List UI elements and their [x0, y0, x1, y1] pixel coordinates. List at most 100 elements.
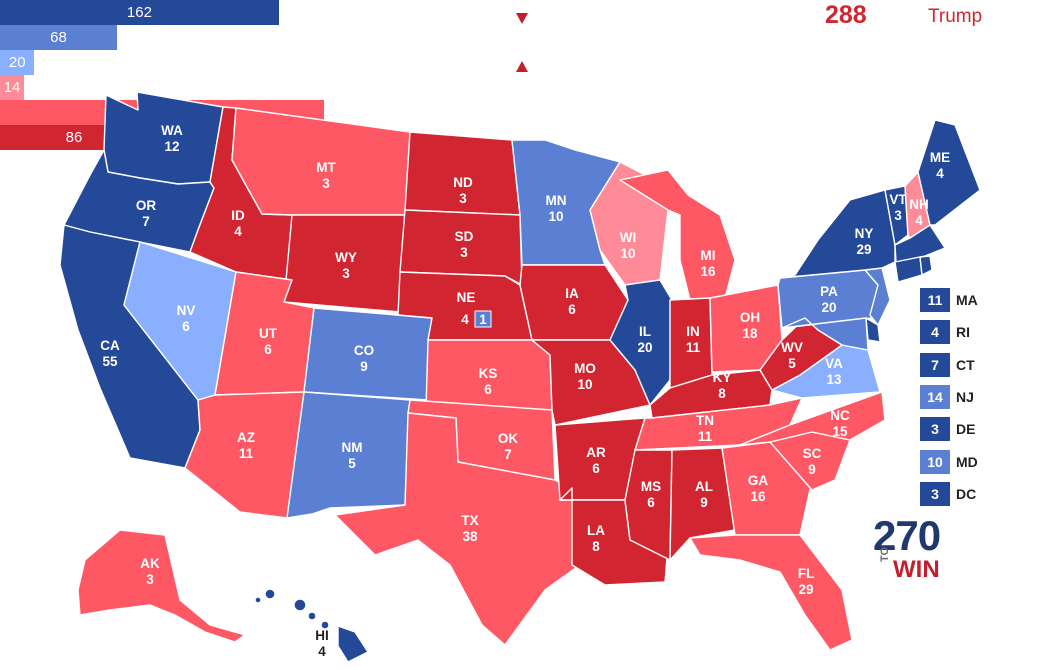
small-state-ct[interactable]: 7 CT [920, 352, 1030, 377]
state-abbr-nh: NH [909, 197, 929, 212]
ev-segment-label: 20 [8, 54, 26, 71]
state-abbr-ca: CA [100, 338, 120, 353]
state-ms[interactable] [624, 449, 673, 561]
state-abbr-id: ID [231, 208, 245, 223]
state-abbr-ok: OK [498, 431, 519, 446]
small-state-ev-box: 14 [920, 384, 950, 409]
small-state-abbr: DC [956, 485, 977, 502]
state-ak[interactable] [77, 529, 246, 643]
state-ev-ne: 4 [461, 312, 469, 327]
state-ct[interactable] [894, 256, 923, 283]
state-abbr-il: IL [639, 324, 651, 339]
small-state-ev-box: 7 [920, 352, 950, 377]
state-ev-nm: 5 [348, 456, 356, 471]
state-abbr-wy: WY [335, 250, 357, 265]
state-abbr-ga: GA [748, 473, 769, 488]
state-abbr-fl: FL [798, 566, 815, 581]
state-abbr-co: CO [354, 343, 374, 358]
state-ev-nd: 3 [459, 191, 467, 206]
state-ev-or: 7 [142, 214, 150, 229]
small-state-ev-box: 3 [920, 481, 950, 506]
state-ev-mn: 10 [548, 209, 563, 224]
state-abbr-nm: NM [342, 440, 363, 455]
state-nc[interactable] [739, 391, 886, 446]
ev-segment-label: 14 [3, 79, 21, 96]
logo-number: 270 [873, 512, 941, 559]
state-ev-mi: 16 [700, 264, 716, 279]
state-abbr-ak: AK [140, 556, 160, 571]
small-state-abbr: MA [956, 292, 978, 308]
state-fl[interactable] [689, 534, 853, 651]
state-me[interactable] [917, 119, 981, 226]
state-abbr-tx: TX [461, 513, 478, 528]
ev-segment-label: 68 [50, 29, 67, 46]
state-abbr-mi: MI [701, 248, 716, 263]
state-abbr-wv: WV [781, 340, 803, 355]
state-ev-al: 9 [700, 495, 708, 510]
small-state-ev-box: 3 [920, 417, 950, 442]
small-state-dc[interactable]: 3 DC [920, 481, 1030, 506]
small-state-ri[interactable]: 4 RI [920, 320, 1030, 345]
ev-segment: 68 [0, 25, 118, 50]
logo-to: TO [879, 546, 891, 562]
state-tn[interactable] [634, 397, 803, 451]
state-ri[interactable] [919, 255, 933, 276]
trump-name: Trump [928, 6, 983, 27]
state-abbr-nv: NV [177, 303, 196, 318]
state-ev-ks: 6 [484, 382, 492, 397]
state-ev-nv: 6 [182, 319, 190, 334]
state-ev-sc: 9 [808, 462, 816, 477]
state-abbr-hi: HI [315, 628, 329, 643]
ne-district-ev: 1 [479, 312, 487, 327]
state-abbr-sd: SD [455, 229, 474, 244]
state-ev-hi: 4 [318, 644, 326, 659]
state-ev-wa: 12 [164, 139, 179, 154]
small-state-md[interactable]: 10 MD [920, 449, 1030, 474]
state-ny[interactable] [779, 189, 896, 279]
state-ev-wy: 3 [342, 266, 350, 281]
small-state-de[interactable]: 3 DE [920, 417, 1030, 442]
state-abbr-in: IN [686, 324, 700, 339]
state-tx[interactable] [334, 412, 581, 646]
state-abbr-mo: MO [574, 361, 596, 376]
state-ev-mo: 10 [577, 377, 592, 392]
trump-total: 288 [825, 1, 867, 29]
state-abbr-wa: WA [161, 123, 183, 138]
state-ev-sd: 3 [460, 245, 468, 260]
state-ev-il: 20 [637, 340, 652, 355]
state-abbr-la: LA [587, 523, 605, 538]
state-ev-la: 8 [592, 539, 600, 554]
state-ev-ky: 8 [718, 386, 726, 401]
small-state-abbr: DE [956, 421, 976, 438]
logo-win: WIN [893, 556, 940, 583]
state-al[interactable] [669, 447, 736, 561]
state-abbr-nd: ND [453, 175, 473, 190]
state-ev-tx: 38 [462, 529, 478, 544]
ne-district-box[interactable] [474, 310, 492, 328]
state-abbr-nc: NC [830, 408, 850, 423]
small-state-abbr: MD [956, 453, 978, 470]
state-wa[interactable] [103, 91, 224, 185]
state-ev-ak: 3 [146, 572, 154, 587]
state-ev-pa: 20 [821, 300, 836, 315]
state-ev-ny: 29 [856, 242, 871, 257]
state-md[interactable] [781, 317, 869, 351]
state-abbr-sc: SC [803, 446, 822, 461]
state-ev-nc: 15 [832, 424, 848, 439]
state-nm[interactable] [286, 391, 411, 519]
state-ev-ia: 6 [568, 302, 576, 317]
state-hi[interactable] [254, 588, 369, 663]
small-state-ev-box: 10 [920, 449, 950, 474]
small-state-ma[interactable]: 11 MA [920, 288, 1030, 312]
small-state-nj[interactable]: 14 NJ [920, 384, 1030, 409]
state-abbr-ms: MS [641, 479, 661, 494]
biden-name: Biden [60, 6, 109, 27]
state-abbr-az: AZ [237, 430, 255, 445]
state-ev-ok: 7 [504, 447, 512, 462]
270-marker-bottom [516, 61, 528, 72]
state-abbr-me: ME [930, 150, 950, 165]
state-ev-in: 11 [686, 340, 701, 355]
state-ev-az: 11 [239, 446, 254, 461]
state-ev-tn: 11 [698, 429, 713, 444]
state-abbr-pa: PA [820, 284, 838, 299]
